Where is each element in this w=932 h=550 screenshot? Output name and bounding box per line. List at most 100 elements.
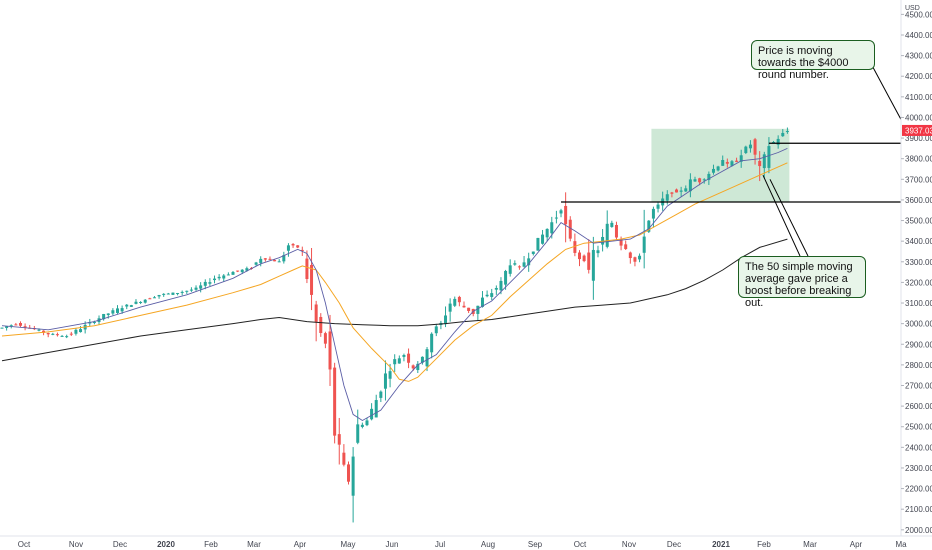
y-tick-label: 3600.00 xyxy=(905,196,932,205)
candle-body xyxy=(106,313,110,316)
candle-body xyxy=(42,330,46,333)
candle-body xyxy=(591,249,595,281)
candle-body xyxy=(573,241,577,253)
time-axis[interactable]: Oct Nov Dec 2020 Feb Mar Apr May Jun Jul Aug Sep Oct… xyxy=(18,540,907,549)
candle-body xyxy=(18,322,22,326)
candle-body xyxy=(328,331,332,370)
x-tick-label: Ma xyxy=(895,540,907,549)
x-tick-label: Apr xyxy=(294,540,307,549)
candle-body xyxy=(296,245,300,248)
candle-body xyxy=(194,287,198,290)
candle-body xyxy=(596,250,600,254)
candle-body xyxy=(370,408,374,420)
y-tick-label: 3200.00 xyxy=(905,278,932,287)
candle-body xyxy=(74,329,78,334)
candle-body xyxy=(725,161,729,164)
y-tick-label: 2700.00 xyxy=(905,381,932,390)
x-tick-label: Feb xyxy=(757,540,771,549)
candle-body xyxy=(457,296,461,303)
candle-body xyxy=(351,456,355,496)
y-tick-label: 2600.00 xyxy=(905,402,932,411)
candle-body xyxy=(111,310,115,314)
x-tick-label: May xyxy=(340,540,355,549)
price-axis[interactable]: 2000.00 2100.00 2200.00 2300.00 2400.00 2500.… xyxy=(901,10,932,535)
candle-body xyxy=(578,252,581,260)
candle-body xyxy=(642,236,646,253)
y-tick-label: 4200.00 xyxy=(905,72,932,81)
candle-body xyxy=(314,304,318,322)
candle-body xyxy=(619,239,623,246)
candle-body xyxy=(624,244,628,250)
candle-body xyxy=(180,291,184,293)
candle-body xyxy=(541,234,545,244)
candle-body xyxy=(564,205,568,225)
candle-body xyxy=(467,307,471,311)
candle-body xyxy=(134,301,138,304)
candle-body xyxy=(347,464,350,482)
candle-body xyxy=(337,434,341,445)
candle-body xyxy=(245,268,249,271)
candle-body xyxy=(0,327,4,329)
x-tick-label: Feb xyxy=(204,540,218,549)
candle-body xyxy=(517,266,521,268)
y-tick-label: 3000.00 xyxy=(905,320,932,329)
candle-body xyxy=(735,160,739,162)
candle-body xyxy=(397,358,401,364)
candle-body xyxy=(453,298,457,306)
candle-body xyxy=(776,138,780,145)
candle-body xyxy=(448,303,452,312)
candle-body xyxy=(342,452,346,465)
candle-body xyxy=(254,262,258,265)
candle-body xyxy=(568,219,572,239)
candle-body xyxy=(444,315,448,325)
candle-body xyxy=(730,161,734,166)
candle-body xyxy=(356,424,360,443)
candle-body xyxy=(638,255,642,260)
x-tick-label: Oct xyxy=(18,540,31,549)
y-tick-label: 3700.00 xyxy=(905,175,932,184)
candle-body xyxy=(684,188,688,192)
x-tick-label: 2020 xyxy=(157,540,175,549)
y-tick-label: 2900.00 xyxy=(905,340,932,349)
y-tick-label: 3100.00 xyxy=(905,299,932,308)
candle-body xyxy=(522,262,526,267)
candle-body xyxy=(656,204,660,209)
candle-body xyxy=(148,298,152,300)
candle-body xyxy=(536,237,540,251)
candle-body xyxy=(721,159,725,166)
candle-body xyxy=(614,224,618,238)
y-tick-label: 2200.00 xyxy=(905,485,932,494)
candle-body xyxy=(508,265,512,274)
y-tick-label: 2500.00 xyxy=(905,423,932,432)
sma20-line xyxy=(1,147,788,422)
resistance-levels xyxy=(561,142,901,203)
y-tick-label: 3400.00 xyxy=(905,237,932,246)
candle-body xyxy=(286,245,290,251)
candle-body xyxy=(236,270,240,272)
candle-body xyxy=(402,355,406,357)
candle-body xyxy=(208,282,212,284)
candle-body xyxy=(55,334,59,336)
candle-body xyxy=(5,326,9,328)
x-tick-label: Jul xyxy=(435,540,445,549)
callout-pointers xyxy=(762,57,902,257)
candle-body xyxy=(762,154,766,169)
candle-body xyxy=(462,305,466,308)
candle-body xyxy=(605,223,609,247)
x-tick-label: 2021 xyxy=(712,540,730,549)
candle-body xyxy=(670,192,674,194)
candle-body xyxy=(504,270,508,285)
candle-body xyxy=(702,179,706,181)
candle-body xyxy=(102,313,106,320)
candle-body xyxy=(310,264,314,295)
pointer-round-number xyxy=(867,57,902,120)
candle-body xyxy=(527,258,531,266)
candle-body xyxy=(379,391,383,398)
candle-body xyxy=(231,272,235,275)
candle-body xyxy=(582,255,586,262)
candle-body xyxy=(300,249,304,251)
candle-body xyxy=(550,222,554,234)
candle-body xyxy=(430,333,434,353)
y-tick-label: 4400.00 xyxy=(905,31,932,40)
candle-body xyxy=(51,333,55,335)
